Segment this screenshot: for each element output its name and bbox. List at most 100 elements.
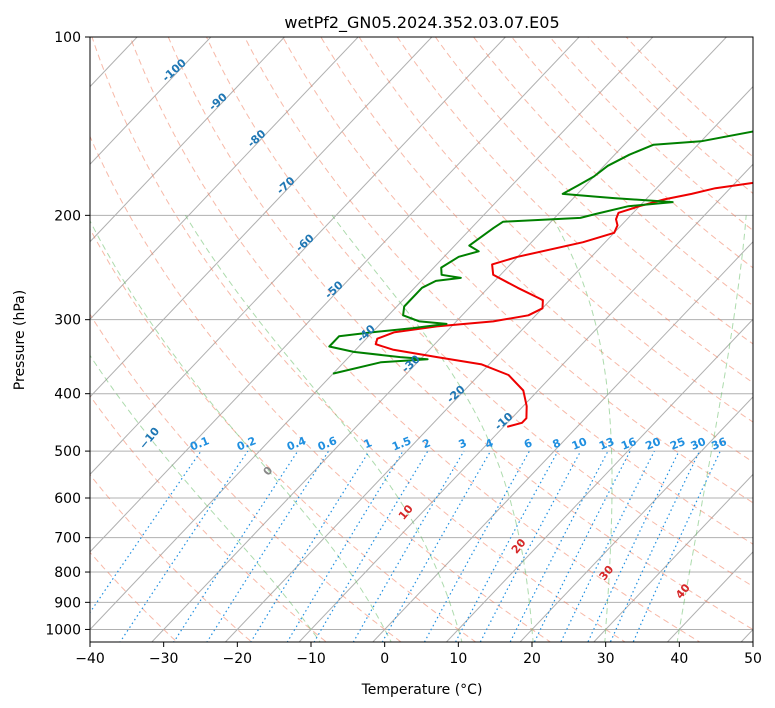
isotherm-line — [90, 37, 286, 243]
dry-adiabat-label: -100 — [160, 56, 189, 84]
isotherm-line — [445, 318, 753, 642]
moist-adiabat-line — [184, 215, 463, 642]
mixing-ratio-label: 8 — [551, 436, 563, 451]
x-axis-label: Temperature (°C) — [361, 682, 483, 698]
mixing-ratio-line — [560, 450, 655, 642]
isotherm-line — [298, 163, 753, 642]
mixing-ratio-line — [352, 450, 465, 642]
dry-adiabat-line — [167, 37, 753, 630]
moist-adiabat-line — [90, 219, 392, 642]
mixing-ratio-label: 36 — [709, 435, 728, 453]
x-tick-label: −40 — [75, 651, 105, 667]
x-tick-label: 20 — [523, 651, 541, 667]
dry-adiabat-line — [90, 135, 552, 642]
isotherm-line — [151, 37, 728, 642]
mixing-ratio-line — [381, 450, 492, 642]
y-tick-label: 900 — [54, 595, 81, 611]
x-tick-label: 40 — [670, 651, 688, 667]
mixing-ratio-label: 25 — [668, 435, 687, 453]
dry-adiabat-line — [511, 37, 753, 269]
moist-adiabat-label: 40 — [673, 581, 693, 601]
moist-adiabat-label: 10 — [396, 502, 416, 522]
mixing-ratio-label: 4 — [483, 436, 495, 451]
dry-adiabat-line — [90, 551, 178, 642]
dry-adiabat-line — [90, 473, 253, 642]
moist-adiabat-line — [90, 354, 321, 642]
mixing-ratio-line — [286, 450, 404, 642]
mixing-ratio-line — [587, 450, 680, 642]
mixing-ratio-line — [206, 450, 330, 642]
dry-adiabat-line — [90, 227, 477, 642]
dry-adiabat-label: -60 — [293, 231, 317, 254]
x-tick-label: −10 — [296, 651, 326, 667]
isotherm-line — [224, 85, 753, 642]
dry-adiabat-label: -90 — [206, 90, 230, 113]
isotherm-line — [593, 473, 753, 642]
dry-adiabat-line — [129, 37, 701, 642]
x-tick-label: −30 — [149, 651, 179, 667]
y-tick-label: 400 — [54, 387, 81, 403]
dry-adiabat-line — [587, 37, 753, 195]
mixing-ratio-line — [250, 450, 370, 642]
mixing-ratio-line — [533, 450, 631, 642]
y-axis: 100 200 300 400 500 600 700 800 900 1000 — [45, 30, 90, 638]
mixing-ratio-line — [119, 450, 249, 642]
dry-adiabat-label: -20 — [444, 383, 468, 406]
dry-adiabat-line — [205, 37, 753, 587]
mixing-ratio-label: 3 — [457, 436, 469, 451]
dry-adiabat-line — [396, 37, 753, 384]
plot-frame — [89, 36, 754, 643]
mixing-ratio-line — [632, 450, 721, 642]
isotherm-line — [90, 37, 212, 165]
profile-lines — [328, 130, 753, 428]
dry-adiabat-label: -50 — [322, 278, 346, 301]
mixing-ratio-line — [173, 450, 299, 642]
chart-title: wetPf2_GN05.2024.352.03.07.E05 — [284, 13, 559, 33]
mixing-ratio-label: 10 — [570, 435, 589, 453]
isotherm-line — [90, 37, 359, 320]
dry-adiabat-line — [549, 37, 753, 232]
dry-adiabat-label: -80 — [245, 127, 269, 150]
mixing-ratio-line — [90, 450, 202, 614]
mixing-ratio-label: 1 — [362, 436, 374, 451]
mixing-ratio-label: 6 — [522, 436, 534, 451]
dry-adiabat-line — [625, 37, 753, 158]
isotherm-line — [90, 37, 433, 398]
dry-adiabat-line — [320, 37, 753, 463]
y-tick-label: 700 — [54, 531, 81, 547]
x-tick-label: 30 — [597, 651, 615, 667]
y-tick-label: 200 — [54, 208, 81, 224]
y-tick-label: 1000 — [45, 622, 81, 638]
mixing-ratio-label: 16 — [619, 435, 638, 453]
dewpoint-profile-line — [328, 130, 753, 375]
dry-adiabat-label: -10 — [492, 410, 516, 433]
dry-adiabat-label: -70 — [274, 174, 298, 197]
x-axis: −40 −30 −20 −10 0 10 20 30 40 50 — [75, 642, 762, 667]
dry-adiabat-line — [358, 37, 753, 423]
dry-adiabat-line — [90, 313, 402, 642]
moist-adiabat-label: 0 — [261, 464, 276, 478]
mixing-ratio-line — [423, 450, 530, 642]
x-tick-label: 10 — [449, 651, 467, 667]
mixing-ratio-label: 20 — [644, 435, 663, 453]
y-tick-label: 500 — [54, 444, 81, 460]
mixing-ratio-label: 13 — [597, 435, 616, 453]
mixing-ratio-line — [313, 450, 429, 642]
dry-adiabat-label: -30 — [399, 352, 423, 375]
mixing-ratio-line — [454, 450, 559, 642]
temperature-profile-line — [374, 181, 753, 428]
mixing-ratio-line — [479, 450, 582, 642]
isotherm-line — [90, 37, 580, 553]
background-lines — [90, 37, 753, 642]
moist-adiabat-label: −10 — [137, 425, 163, 452]
x-tick-label: −20 — [223, 651, 253, 667]
isotherm-line — [90, 37, 507, 476]
moist-adiabat-line — [550, 215, 613, 642]
mixing-ratio-label: 2 — [420, 436, 432, 451]
y-tick-label: 100 — [54, 30, 81, 46]
mixing-ratio-line — [609, 450, 701, 642]
dry-adiabat-line — [244, 37, 753, 545]
isotherm-line — [519, 396, 753, 642]
dry-adiabat-line — [90, 394, 328, 642]
